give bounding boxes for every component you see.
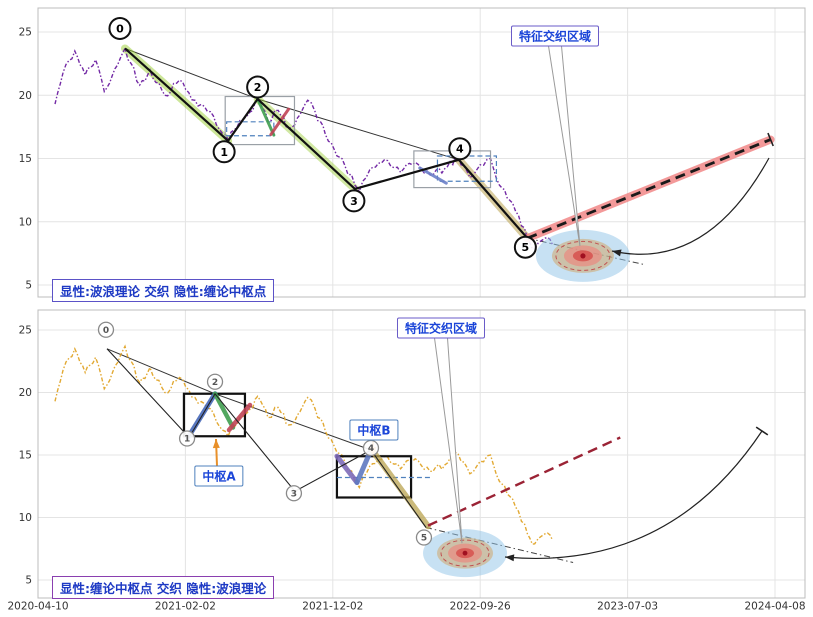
- wave-label-circle: [212, 140, 236, 164]
- wave-line: [106, 348, 427, 528]
- plot-border: [37, 309, 806, 599]
- y-tick-label: 10: [19, 512, 32, 524]
- wave-line: [124, 47, 529, 239]
- x-tick-label: 2023-07-03: [597, 601, 658, 613]
- wave-label-circle: [513, 235, 537, 259]
- panel-chan-explicit: 0 1 2 3 4 5 5 10 15 20 25: [19, 309, 806, 599]
- pivot-a-label: 中枢A: [194, 465, 244, 487]
- wave-label-circle: [362, 439, 380, 457]
- zone-rect: [226, 121, 275, 137]
- annotation-curve: [611, 157, 770, 255]
- price-line: [54, 344, 554, 545]
- zone-rect: [436, 155, 498, 182]
- arrowhead: [612, 249, 622, 257]
- y-tick-label: 20: [19, 90, 32, 102]
- wave-label-circle: [415, 529, 433, 546]
- wave-label: 1: [184, 435, 190, 445]
- feature-zone-label-top: 特征交织区域: [510, 25, 600, 47]
- target-center-dot: [462, 550, 468, 556]
- chan-segment: [334, 453, 360, 485]
- wave-label: 2: [212, 378, 218, 388]
- wave-label: 2: [254, 81, 262, 94]
- end-tick: [755, 426, 769, 436]
- end-tick: [767, 132, 774, 147]
- y-tick-label: 15: [19, 153, 32, 165]
- wave-label: 5: [421, 534, 427, 544]
- pivot-b-label: 中枢B: [349, 419, 399, 441]
- wave-label: 1: [220, 146, 228, 159]
- chan-segment: [369, 447, 432, 530]
- x-tick-label: 2024-04-08: [744, 601, 805, 613]
- arrowhead: [212, 439, 220, 449]
- wave-label: 4: [456, 143, 464, 156]
- wave-label-circle: [108, 16, 132, 40]
- wave-label-circle: [206, 373, 224, 390]
- plot-area: [38, 8, 805, 297]
- wave-label: 0: [116, 22, 124, 35]
- caption-bottom: 显性:缠论中枢点 交织 隐性:波浪理论: [52, 576, 275, 599]
- wave-label-circle: [97, 321, 115, 338]
- caption-top: 显性:波浪理论 交织 隐性:缠论中枢点: [52, 279, 275, 302]
- plot-border: [37, 7, 806, 298]
- wave-label: 0: [103, 326, 109, 336]
- chan-segment: [212, 391, 236, 430]
- wave-label: 4: [368, 444, 374, 454]
- wave-label: 5: [522, 241, 530, 254]
- forecast-line: [526, 138, 772, 240]
- target-dash-ring: [555, 240, 611, 271]
- x-tick-label: 2020-04-10: [7, 601, 68, 613]
- chan-segment: [269, 107, 291, 136]
- wave-label-circle: [448, 137, 472, 161]
- panel-wave-explicit: 0 1 2 3 4 5 5 10 15 20 25: [19, 7, 806, 298]
- plot-area: [38, 310, 805, 598]
- wave-label: 3: [350, 195, 358, 208]
- x-tick-label: 2022-09-26: [450, 601, 511, 613]
- target-center-dot: [580, 253, 586, 259]
- y-tick-label: 25: [19, 27, 32, 39]
- y-tick-label: 15: [19, 450, 32, 462]
- y-tick-label: 5: [25, 575, 32, 587]
- wave-label: 3: [291, 489, 297, 499]
- wave-label-circle: [178, 430, 196, 447]
- target-dash-ring: [440, 539, 490, 567]
- y-tick-label: 25: [19, 325, 32, 337]
- wave-label-circle: [246, 75, 270, 99]
- x-tick-label: 2021-12-02: [302, 601, 363, 613]
- annotation-curve: [504, 430, 763, 560]
- chan-segment: [256, 97, 276, 137]
- wave-label-circle: [285, 485, 303, 502]
- y-tick-label: 10: [19, 216, 32, 228]
- chan-segment: [226, 402, 253, 433]
- x-tick-label: 2021-02-02: [155, 601, 216, 613]
- feature-zone-label-bottom: 特征交织区域: [396, 317, 486, 339]
- trendline-extension: [425, 527, 574, 563]
- y-tick-label: 20: [19, 387, 32, 399]
- arrowhead: [505, 554, 515, 562]
- wave-label-circle: [342, 189, 366, 213]
- y-tick-label: 5: [25, 280, 32, 292]
